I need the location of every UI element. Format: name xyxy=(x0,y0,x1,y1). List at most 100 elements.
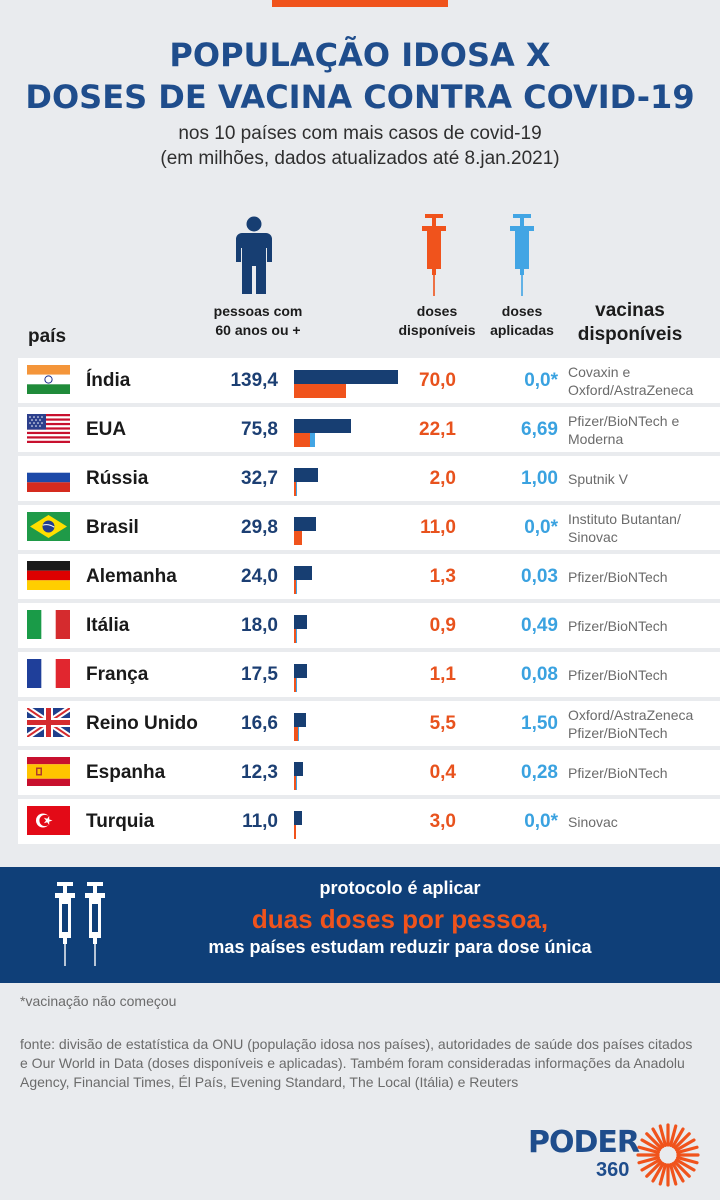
subtitle-line-2: (em milhões, dados atualizados até 8.jan… xyxy=(160,148,560,169)
vaccines-available: Pfizer/BioNTech xyxy=(568,764,668,781)
vaccines-available: Sinovac xyxy=(568,813,618,830)
bar-doses-available xyxy=(294,580,296,594)
bar-doses-applied xyxy=(296,776,297,790)
doses-applied-value: 0,49 xyxy=(521,615,558,636)
table-row: Índia 139,4 70,0 0,0* Covaxin e Oxford/A… xyxy=(18,358,720,403)
table-row: Itália 18,0 0,9 0,49 Pfizer/BioNTech xyxy=(18,603,720,648)
person-icon xyxy=(236,216,272,294)
poder360-logo: PODER 360 xyxy=(528,1123,708,1193)
sun-ray xyxy=(637,1145,660,1155)
column-header-vacinas: vacinas disponíveis xyxy=(568,299,692,347)
sun-ray xyxy=(675,1158,696,1172)
doses-available-value: 1,3 xyxy=(429,566,456,587)
doses-available-value: 3,0 xyxy=(429,811,456,832)
sun-ray xyxy=(651,1127,665,1148)
column-header-pessoas-line-1: pessoas com xyxy=(213,303,303,319)
bar-doses-applied xyxy=(310,433,316,447)
chart-title: POPULAÇÃO IDOSA X DOSES DE VACINA CONTRA… xyxy=(0,34,720,118)
population-value: 32,7 xyxy=(241,468,278,489)
sun-ray xyxy=(645,1132,663,1150)
sun-ray xyxy=(668,1163,678,1186)
column-header-disponiveis-line-1: doses xyxy=(416,303,458,319)
country-name: França xyxy=(86,664,149,685)
sun-ray xyxy=(640,1158,661,1172)
doses-applied-value: 0,0* xyxy=(524,811,558,832)
doses-applied-value: 0,08 xyxy=(521,664,558,685)
population-value: 12,3 xyxy=(241,762,278,783)
bar-doses-available xyxy=(294,629,296,643)
title-line-1: POPULAÇÃO IDOSA X xyxy=(169,36,551,74)
country-name: Reino Unido xyxy=(86,713,198,734)
table-row: Brasil 29,8 11,0 0,0* Instituto Butantan… xyxy=(18,505,720,550)
column-header-vacinas-line-2: disponíveis xyxy=(577,324,683,345)
table-row: EUA 75,8 22,1 6,69 Pfizer/BioNTech e Mod… xyxy=(18,407,720,452)
bar-population xyxy=(294,370,398,384)
sun-ray xyxy=(671,1127,685,1148)
chart-subtitle: nos 10 países com mais casos de covid-19… xyxy=(0,121,720,171)
bar-doses-available xyxy=(294,727,299,741)
bar-population xyxy=(294,419,351,433)
bar-population xyxy=(294,811,303,825)
sun-burst-icon xyxy=(636,1123,700,1187)
bar-group xyxy=(294,505,414,550)
sun-ray xyxy=(673,1132,691,1150)
column-header-aplicadas-line-1: doses xyxy=(501,303,543,319)
doses-available-value: 11,0 xyxy=(420,517,456,538)
country-name: Itália xyxy=(86,615,130,636)
bar-doses-available xyxy=(294,433,311,447)
bar-population xyxy=(294,615,308,629)
logo-name: PODER xyxy=(528,1125,640,1160)
bar-doses-available xyxy=(294,825,297,839)
italy-flag xyxy=(27,610,70,639)
population-value: 139,4 xyxy=(230,370,278,391)
sun-ray xyxy=(676,1145,699,1155)
germany-flag xyxy=(27,561,70,590)
protocol-line-2: duas doses por pessoa, xyxy=(251,904,549,934)
sun-ray xyxy=(676,1155,699,1165)
doses-available-value: 1,1 xyxy=(429,664,456,685)
bar-group xyxy=(294,358,414,403)
bar-group xyxy=(294,701,414,746)
sun-ray xyxy=(668,1124,678,1147)
bar-doses-applied xyxy=(298,727,300,741)
population-value: 75,8 xyxy=(241,419,278,440)
vaccines-available: Pfizer/BioNTech e Moderna xyxy=(568,412,680,447)
vaccines-available: Instituto Butantan/ Sinovac xyxy=(568,510,681,545)
bar-group xyxy=(294,750,414,795)
sun-ray xyxy=(671,1162,685,1183)
vaccines-available: Oxford/AstraZeneca Pfizer/BioNTech xyxy=(568,706,694,741)
doses-applied-value: 1,00 xyxy=(521,468,558,489)
column-header-disponiveis-line-2: disponíveis xyxy=(398,322,476,338)
country-name: EUA xyxy=(86,419,127,440)
bar-population xyxy=(294,713,307,727)
bar-population xyxy=(294,762,304,776)
bar-doses-applied xyxy=(296,678,297,692)
india-flag xyxy=(27,365,70,394)
vaccines-available: Pfizer/BioNTech xyxy=(568,666,668,683)
column-header-aplicadas-line-2: aplicadas xyxy=(490,322,554,338)
sun-ray xyxy=(645,1160,663,1178)
vaccines-available: Covaxin e Oxford/AstraZeneca xyxy=(568,363,694,398)
doses-applied-value: 6,69 xyxy=(521,419,558,440)
column-header-vacinas-line-1: vacinas xyxy=(595,300,665,321)
vaccines-available: Sputnik V xyxy=(568,470,628,487)
doses-applied-value: 0,0* xyxy=(524,517,558,538)
bar-population xyxy=(294,468,319,482)
table-row: Turquia 11,0 3,0 0,0* Sinovac xyxy=(18,799,720,844)
bar-population xyxy=(294,664,308,678)
table-row: Espanha 12,3 0,4 0,28 Pfizer/BioNTech xyxy=(18,750,720,795)
doses-available-value: 5,5 xyxy=(429,713,456,734)
logo-sub: 360 xyxy=(596,1159,630,1181)
protocol-line-1: protocolo é aplicar xyxy=(319,878,481,898)
doses-applied-value: 0,0* xyxy=(524,370,558,391)
sun-ray xyxy=(675,1138,696,1152)
usa-flag xyxy=(27,414,70,443)
bar-group xyxy=(294,652,414,697)
footnote: *vacinação não começou xyxy=(20,993,177,1009)
sun-ray xyxy=(673,1160,691,1178)
sun-ray xyxy=(658,1163,668,1186)
population-value: 17,5 xyxy=(241,664,278,685)
population-value: 11,0 xyxy=(242,811,278,832)
doses-available-value: 0,9 xyxy=(429,615,456,636)
column-header-disponiveis: doses disponíveis xyxy=(392,302,482,340)
